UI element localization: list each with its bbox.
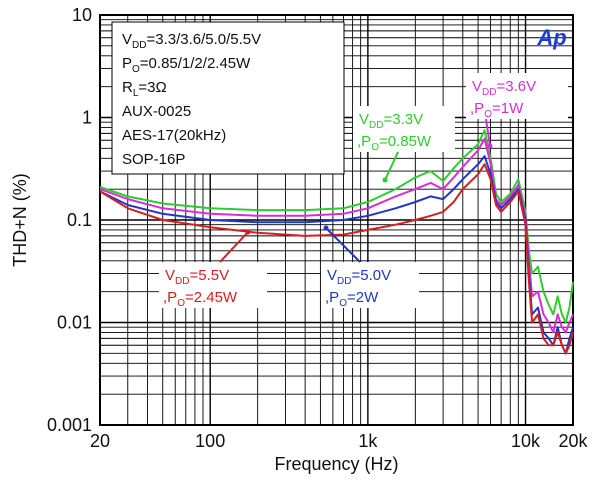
series-annotation: VDD=5.5V,PO=2.45W [159, 229, 267, 309]
annotation-bg [321, 262, 419, 308]
x-axis-title: Frequency (Hz) [274, 454, 398, 474]
y-tick-label: 1 [82, 108, 92, 128]
series-annotation: VDD=3.6V,PO=1W [466, 73, 568, 149]
annotation-line-1: VDD=5.0V [327, 267, 391, 287]
annotation-arrow-head [245, 229, 251, 235]
legend-line: PO=0.85/1/2/2.45W [122, 55, 251, 75]
annotation-bg [353, 106, 455, 152]
x-tick-label: 100 [195, 431, 225, 451]
series-line-2 [99, 155, 574, 355]
annotation-line-1: VDD=3.6V [472, 78, 536, 98]
legend-box: VDD=3.3/3.6/5.0/5.5V PO=0.85/1/2/2.45W RL=… [111, 21, 345, 175]
annotation-arrow-head [487, 143, 493, 149]
annotation-arrow [384, 151, 399, 181]
y-tick-label: 0.001 [47, 415, 92, 435]
legend-box-bg [111, 21, 345, 175]
y-tick-label: 0.1 [67, 210, 92, 230]
y-tick-label: 0.01 [57, 313, 92, 333]
legend-line: VDD=3.3/3.6/5.0/5.5V [122, 31, 261, 51]
annotations: VDD=3.3V,PO=0.85WVDD=3.6V,PO=1WVDD=5.0V,… [159, 73, 568, 309]
annotation-line-1: VDD=3.3V [359, 111, 423, 131]
annotation-line-2: ,PO=0.85W [357, 133, 432, 153]
series-line-3 [99, 163, 574, 355]
series-layer [99, 129, 574, 355]
annotation-line-2: ,PO=2.45W [163, 289, 238, 309]
legend-line: AUX-0025 [122, 103, 191, 120]
x-tick-label: 20 [90, 431, 110, 451]
annotation-arrow [325, 227, 361, 263]
annotation-arrow-head [323, 225, 329, 231]
x-tick-label: 1k [358, 431, 378, 451]
legend-line: AES-17(20kHz) [122, 127, 226, 144]
annotation-arrow [485, 118, 491, 147]
annotation-arrow-head [382, 177, 388, 183]
y-tick-label: 10 [72, 5, 92, 25]
series-line-0 [99, 129, 574, 324]
x-tick-label: 20k [558, 431, 588, 451]
series-annotation: VDD=3.3V,PO=0.85W [353, 106, 455, 183]
annotation-line-2: ,PO=1W [470, 100, 524, 120]
annotation-bg [466, 73, 568, 119]
series-line-1 [99, 137, 574, 334]
annotation-line-2: ,PO=2W [325, 289, 379, 309]
series-annotation: VDD=5.0V,PO=2W [321, 225, 419, 309]
ap-logo: Ap [536, 25, 566, 50]
y-axis-title: THD+N (%) [10, 173, 30, 267]
annotation-line-1: VDD=5.5V [165, 267, 229, 287]
annotation-arrow [219, 231, 249, 263]
tick-labels: 20 100 1k 10k 20k 10 1 0.1 0.01 0.001 [47, 5, 589, 451]
x-tick-label: 10k [511, 431, 541, 451]
plot-frame [99, 14, 574, 426]
annotation-bg [159, 262, 267, 308]
legend-line: RL=3Ω [122, 79, 167, 99]
legend-line: SOP-16P [122, 151, 185, 168]
